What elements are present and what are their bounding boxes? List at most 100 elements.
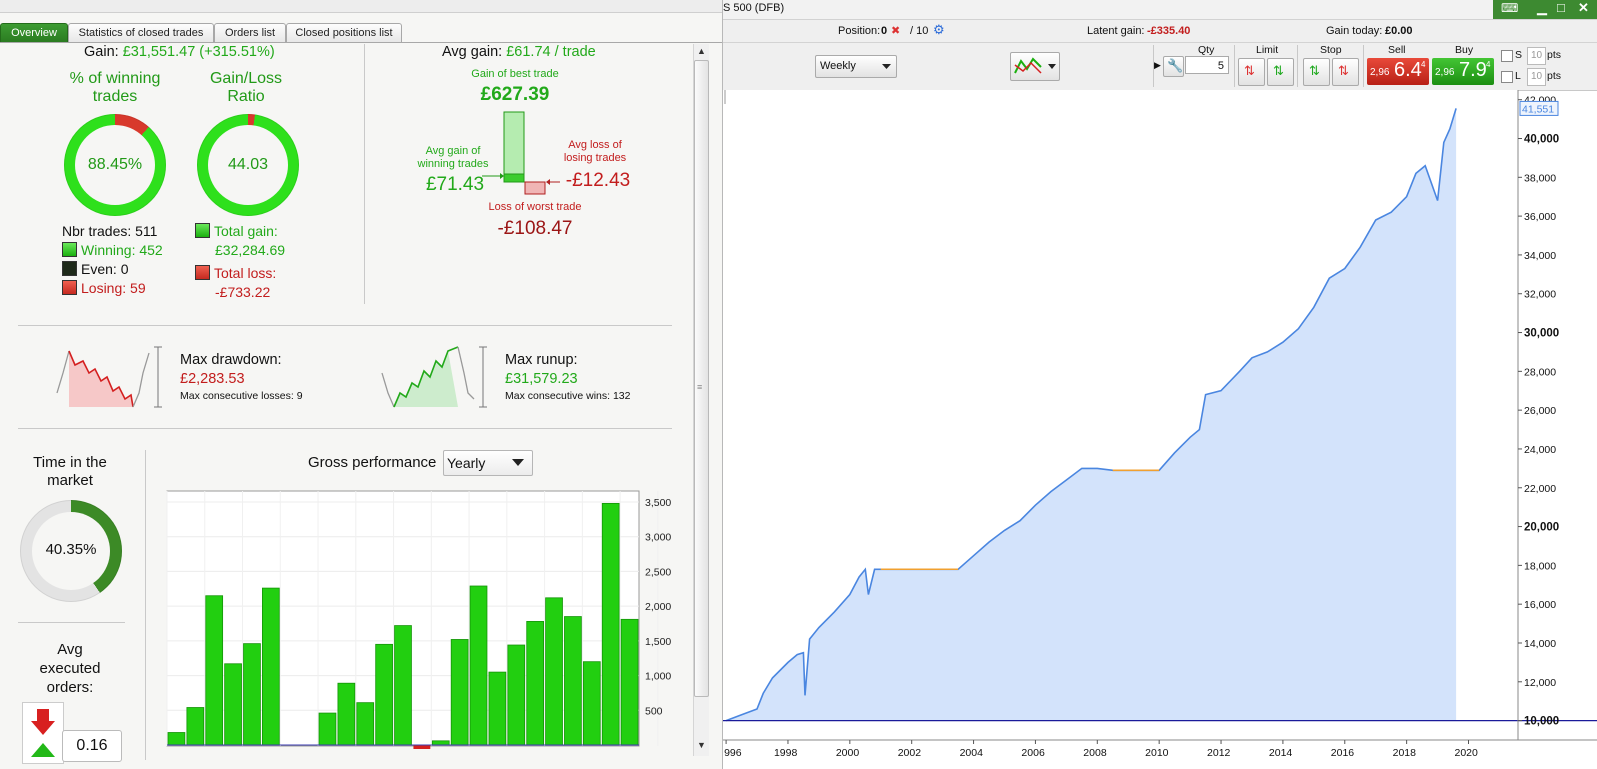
scroll-up-icon[interactable]: ▲ — [697, 46, 706, 56]
total-gain-line: Total gain: — [195, 222, 285, 241]
indicators-button[interactable] — [1010, 52, 1060, 81]
down-arrow-icon — [31, 709, 55, 735]
stop-order-icon: ⇅ — [1309, 63, 1320, 78]
limit-checkbox[interactable] — [1501, 71, 1513, 83]
equity-curve-chart[interactable]: 10,000 12,000 14,000 16,000 18,000 20,000 22,0… — [723, 90, 1597, 769]
y-tick-label: 1,000 — [645, 671, 671, 683]
tab-closed-positions-list[interactable]: Closed positions list — [286, 23, 402, 43]
gross-bar — [337, 682, 356, 746]
tab-overview[interactable]: Overview — [0, 23, 68, 43]
report-header-strip — [0, 0, 722, 13]
chart-title-bar: S 500 (DFB) — [723, 0, 1597, 20]
avg-loss-label-line1: Avg loss of — [568, 139, 622, 151]
position-info-bar: Position: 0 ✖ / 10 ⚙ Latent gain: -£335.… — [723, 20, 1597, 43]
gross-bar — [262, 587, 280, 746]
buy-button[interactable]: 2,96 7.9 4 — [1432, 58, 1494, 85]
max-consecutive-wins: Max consecutive wins: 132 — [505, 390, 631, 402]
section-divider — [18, 325, 672, 326]
gain-today-label: Gain today: — [1326, 25, 1383, 37]
x-tick-label: 2000 — [836, 747, 860, 759]
y-tick-label: 28,000 — [1524, 366, 1556, 378]
sell-price-big: 6.4 — [1394, 59, 1422, 81]
limit-points-input[interactable]: 10 — [1527, 68, 1546, 86]
tab-statistics-closed-trades[interactable]: Statistics of closed trades — [68, 23, 214, 43]
minimize-icon[interactable]: ▁ — [1537, 0, 1547, 15]
avg-orders-title-line2: executed — [39, 660, 101, 677]
settings-wrench-button[interactable]: 🔧 — [1163, 56, 1184, 77]
winning-ring-title: % of winning trades — [55, 70, 175, 106]
expand-triangle-icon[interactable]: ▶ — [1154, 60, 1161, 70]
y-tick-label: 34,000 — [1524, 250, 1556, 262]
stop-buy-button[interactable]: ⇅ — [1303, 58, 1330, 86]
time-in-market-title-line2: market — [47, 472, 93, 489]
avg-orders-title-line3: orders: — [46, 679, 94, 696]
best-trade-label: Gain of best trade — [471, 68, 559, 80]
max-runup-value: £31,579.23 — [505, 371, 578, 387]
trading-report-panel: Overview Statistics of closed trades Ord… — [0, 0, 723, 769]
max-consecutive-losses: Max consecutive losses: 9 — [180, 390, 303, 402]
stop-label: Stop — [1320, 44, 1342, 56]
avg-loss-label: Avg loss of losing trades — [553, 139, 637, 165]
last-value-tag — [1519, 100, 1559, 116]
winning-ring-title-line2: trades — [92, 88, 138, 105]
even-count-text: Even: 0 — [81, 261, 129, 277]
avg-gain-label: Avg gain: — [442, 44, 503, 60]
time-in-market-title-line1: Time in the — [33, 454, 107, 471]
section-divider — [18, 428, 672, 429]
y-tick-label: 22,000 — [1524, 483, 1556, 495]
stop-sell-button[interactable]: ⇅ — [1332, 58, 1359, 86]
limit-sell-button[interactable]: ⇅ — [1267, 58, 1294, 86]
chart-toolbar: Weekly ▶ 🔧 Qty 5 Limit ⇅ ⇅ Stop ⇅ ⇅ Sell… — [723, 43, 1597, 91]
stop-pts-label: pts — [1547, 49, 1562, 61]
y-tick-label: 2,500 — [645, 566, 671, 578]
y-tick-label: 24,000 — [1524, 444, 1556, 456]
gross-period-select[interactable]: Yearly — [443, 450, 533, 476]
buy-label: Buy — [1455, 44, 1474, 56]
sell-button[interactable]: 2,96 6.4 4 — [1367, 58, 1429, 85]
runup-line — [393, 346, 459, 408]
close-position-icon[interactable]: ✖ — [891, 25, 901, 37]
gross-bar — [507, 644, 526, 746]
total-loss-value: -£733.22 — [215, 284, 271, 300]
buy-price-small: 2,96 — [1435, 67, 1455, 78]
timeframe-select[interactable]: Weekly — [815, 55, 897, 78]
limit-checkbox-label: L — [1515, 70, 1521, 82]
x-tick-label: 2004 — [960, 747, 984, 759]
drawdown-pre-line — [56, 350, 70, 394]
y-tick-label: 30,000 — [1524, 328, 1559, 340]
scroll-down-icon[interactable]: ▼ — [697, 740, 706, 750]
close-icon[interactable]: ✕ — [1578, 0, 1589, 15]
limit-order-icon: ⇅ — [1244, 63, 1255, 78]
max-drawdown-label: Max drawdown: — [180, 352, 282, 368]
avg-trade-bars-graphic — [482, 111, 560, 195]
gross-bar — [564, 616, 582, 746]
stop-checkbox[interactable] — [1501, 50, 1513, 62]
red-square-icon — [195, 265, 210, 280]
qty-input[interactable]: 5 — [1185, 56, 1229, 74]
winning-ring-title-line1: % of winning — [69, 70, 161, 87]
last-value-label: 41,551 — [1522, 103, 1554, 115]
stop-points-input[interactable]: 10 — [1527, 47, 1546, 65]
y-tick-label: 18,000 — [1524, 560, 1556, 572]
y-tick-label: 32,000 — [1524, 289, 1556, 301]
buy-price-sup: 4 — [1486, 60, 1491, 69]
avg-loss-bar — [524, 181, 546, 195]
gear-icon[interactable]: ⚙ — [933, 22, 945, 37]
indicator-chart-icon — [1014, 57, 1042, 74]
gross-bar — [167, 732, 186, 746]
gross-bar — [375, 643, 393, 746]
drawdown-post-line — [132, 352, 150, 408]
keyboard-icon[interactable]: ⌨ — [1501, 1, 1519, 15]
tab-orders-list[interactable]: Orders list — [214, 23, 286, 43]
maximize-icon[interactable]: □ — [1557, 0, 1565, 15]
sell-price-small: 2,96 — [1370, 67, 1390, 78]
max-drawdown-value: £2,283.53 — [180, 371, 245, 387]
position-qty: / 10 — [910, 25, 929, 37]
best-trade-value: £627.39 — [480, 84, 550, 105]
total-gain-summary: Gain: £31,551.47 (+315.51%) — [84, 44, 275, 60]
avg-loss-label-line2: losing trades — [563, 152, 627, 164]
time-ring-hole — [32, 512, 110, 590]
limit-buy-button[interactable]: ⇅ — [1238, 58, 1265, 86]
scrollbar-thumb[interactable] — [694, 60, 709, 697]
gross-bar — [394, 625, 412, 746]
